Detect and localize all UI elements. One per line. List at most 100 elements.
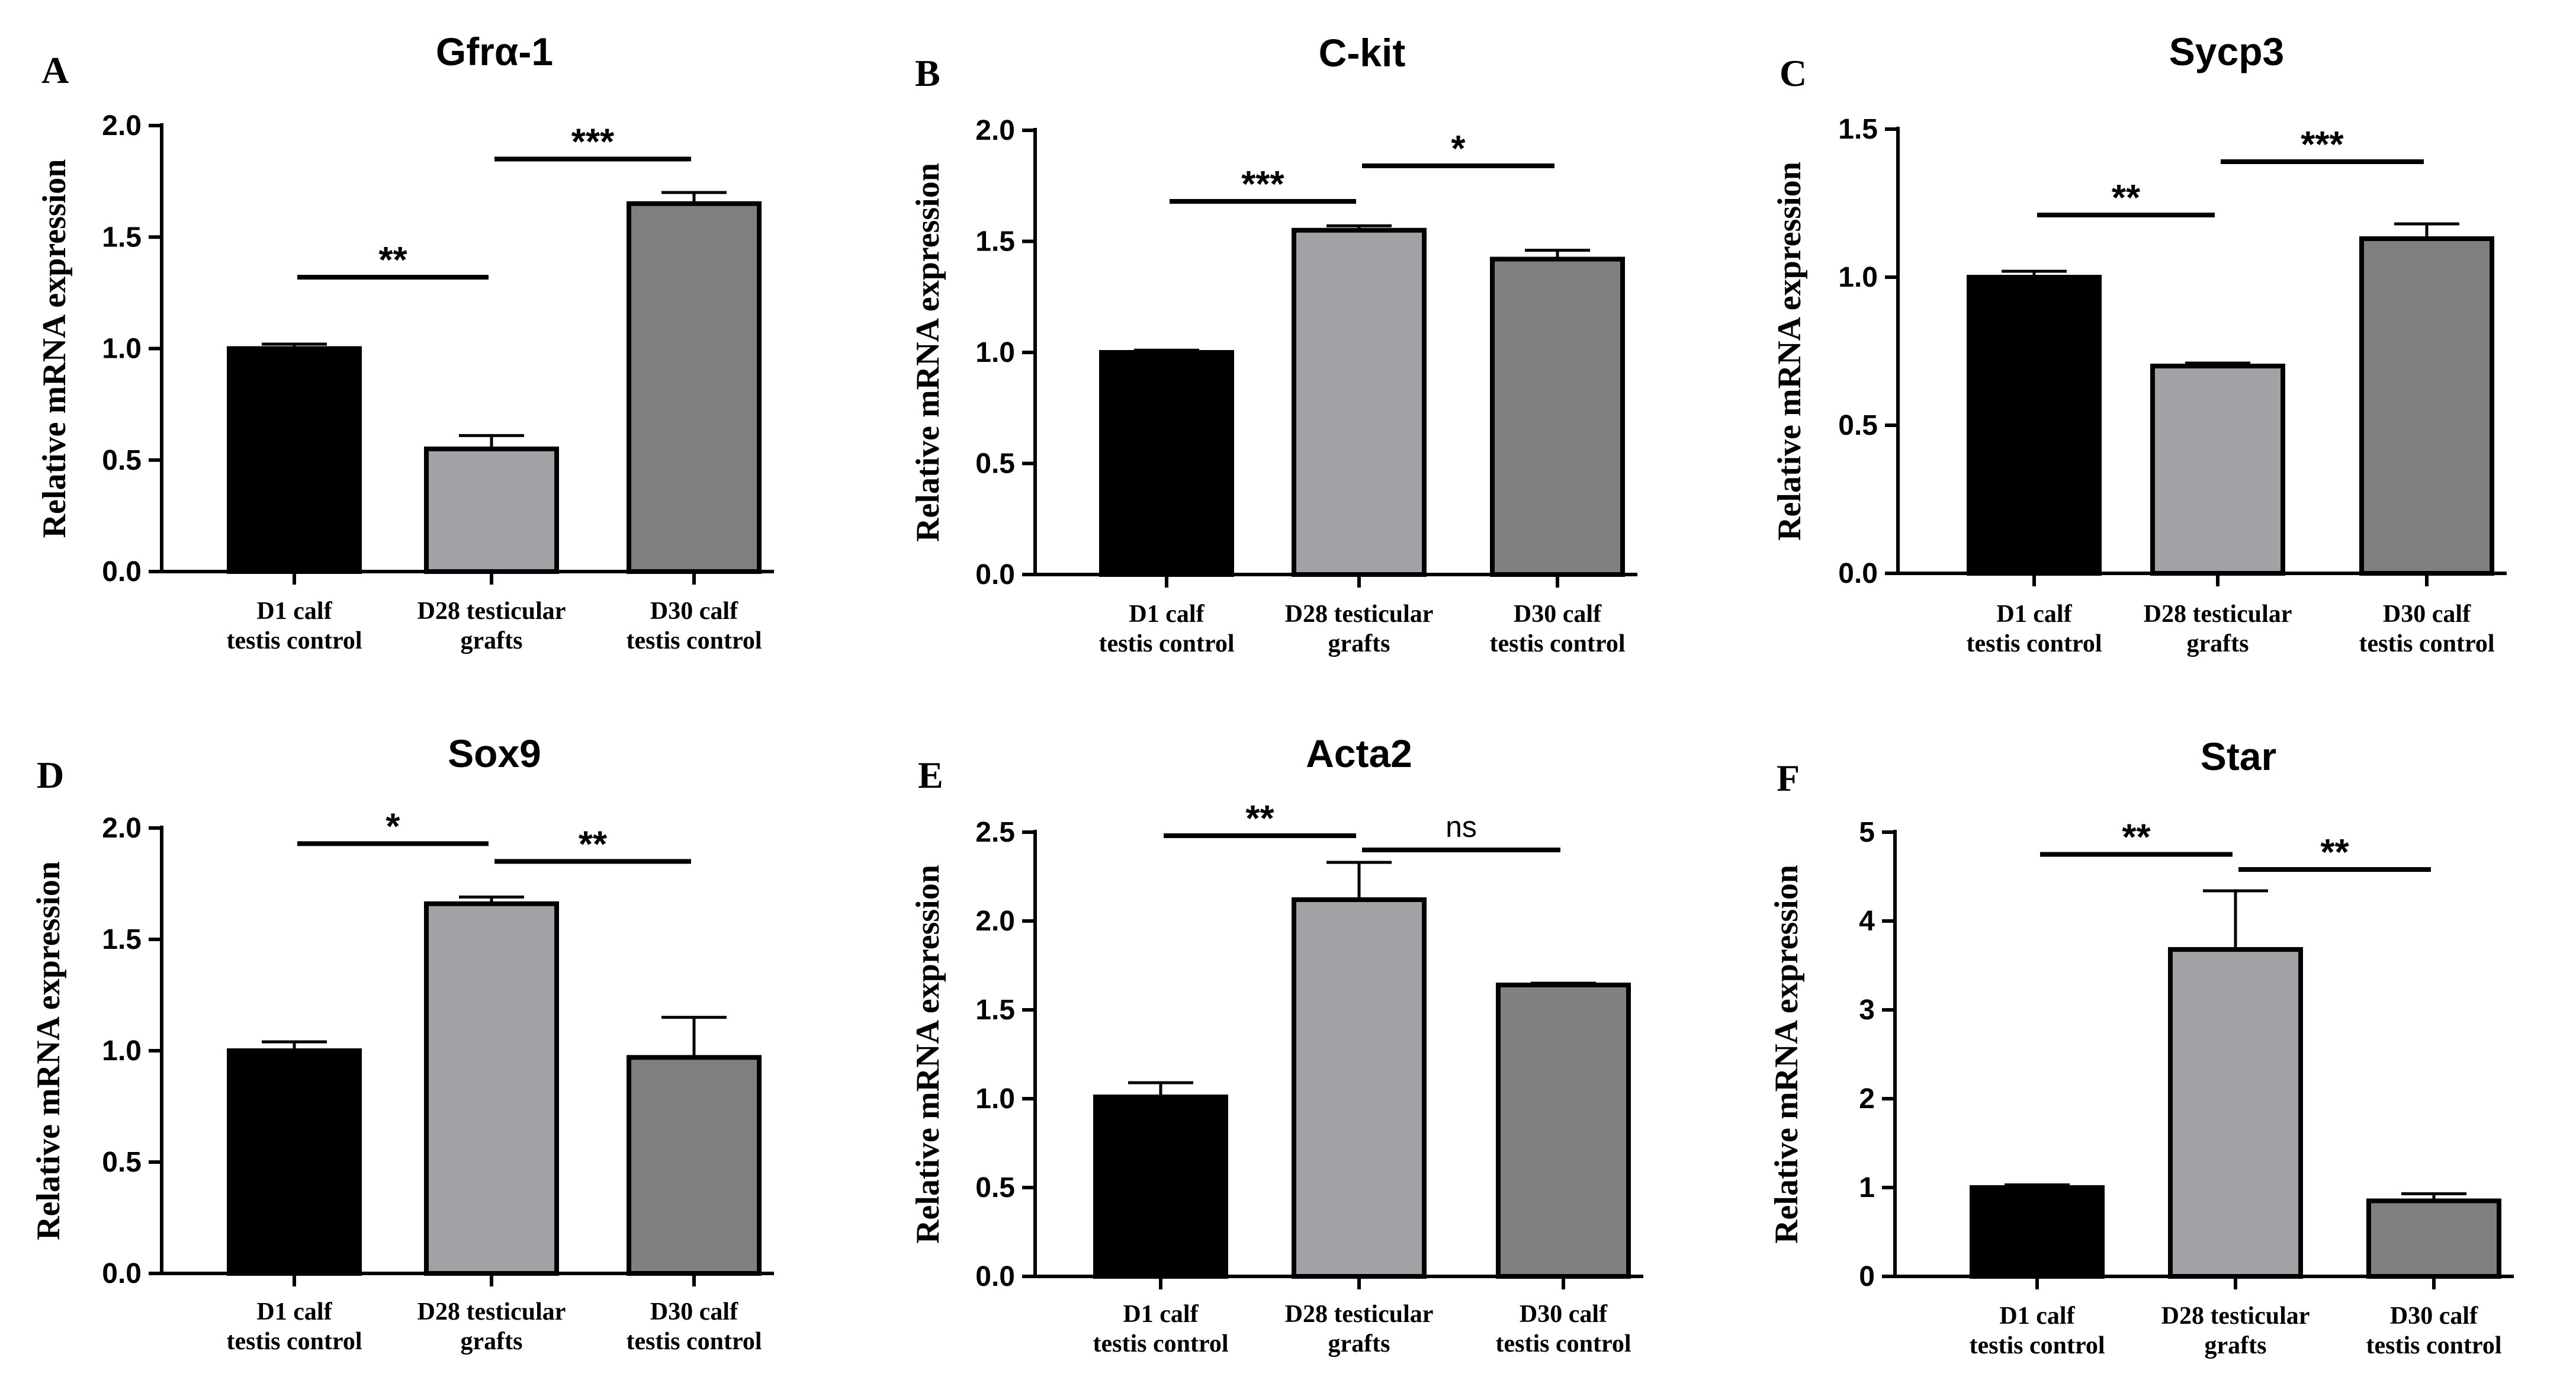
x-tick-label: grafts [1328, 1330, 1390, 1358]
bar [227, 1048, 362, 1276]
chart-panel-d: D Sox9 Relative mRNA expression 0.0 0.5 1.0 1.… [30, 731, 774, 1355]
y-tick-label: 1.0 [975, 1083, 1015, 1115]
bar [1099, 350, 1234, 577]
bar [1093, 1095, 1228, 1279]
x-tick-label: grafts [2187, 630, 2249, 657]
x-tick-label: testis control [1495, 1330, 1631, 1358]
bar [1496, 983, 1631, 1279]
x-tick-label: testis control [1489, 630, 1625, 657]
y-tick-label: 0.5 [1838, 410, 1878, 441]
x-tick-label: D28 testicular [1285, 601, 1434, 628]
panel-letter: A [41, 49, 69, 91]
significance-label: *** [2301, 124, 2344, 165]
x-tick-label: testis control [226, 627, 362, 654]
bar [627, 201, 762, 574]
y-tick-label: 1.5 [975, 226, 1015, 258]
y-tick-label: 1.0 [102, 333, 142, 365]
x-tick-label: D28 testicular [1285, 1301, 1434, 1328]
y-tick-label: 5 [1859, 817, 1875, 848]
significance-label: ** [378, 240, 407, 281]
x-tick-label: testis control [1969, 1332, 2105, 1359]
y-tick-label: 1.0 [1838, 262, 1878, 293]
significance-label: ** [579, 824, 608, 865]
x-tick-label: D30 calf [2390, 1302, 2478, 1330]
y-tick-label: 4 [1859, 906, 1875, 937]
x-tick-label: D28 testicular [2161, 1302, 2310, 1330]
x-tick-label: grafts [2205, 1332, 2267, 1359]
significance-label: *** [1241, 164, 1284, 205]
y-tick-label: 0.0 [1838, 558, 1878, 589]
y-axis-label: Relative mRNA expression [1768, 865, 1805, 1244]
panel-letter: C [1780, 52, 1807, 94]
y-tick-label: 1.0 [975, 337, 1015, 368]
x-tick-label: testis control [626, 1328, 762, 1355]
bar [627, 1055, 762, 1276]
y-tick-label: 0.5 [102, 445, 142, 476]
bar [424, 901, 559, 1276]
significance-label: ** [2320, 832, 2349, 873]
x-tick-label: grafts [1328, 630, 1390, 657]
x-tick-label: testis control [1099, 630, 1234, 657]
significance-label: ns [1446, 810, 1477, 843]
x-tick-label: D1 calf [1123, 1301, 1199, 1328]
x-tick-label: D30 calf [1514, 601, 1602, 628]
y-tick-label: 2.5 [975, 817, 1015, 848]
significance-label: * [1451, 129, 1466, 169]
x-tick-label: D28 testicular [417, 598, 566, 625]
y-tick-label: 2.0 [975, 906, 1015, 937]
y-tick-label: 1.5 [975, 994, 1015, 1026]
x-tick-label: D30 calf [2383, 601, 2471, 628]
y-tick-label: 0.0 [975, 1261, 1015, 1292]
bar [1967, 275, 2102, 576]
significance-label: ** [1245, 798, 1274, 839]
y-tick-label: 1.0 [102, 1035, 142, 1067]
bar [2366, 1198, 2501, 1279]
chart-title: Gfrα-1 [436, 30, 553, 73]
bar [227, 346, 362, 574]
x-tick-label: D1 calf [1996, 601, 2072, 628]
bar [2359, 236, 2494, 576]
x-tick-label: testis control [226, 1328, 362, 1355]
x-tick-label: D30 calf [1520, 1301, 1608, 1328]
x-tick-label: D1 calf [256, 598, 332, 625]
chart-panel-c: C Sycp3 Relative mRNA expression 0.0 0.5 1.0 1… [1771, 30, 2507, 657]
y-axis-label: Relative mRNA expression [910, 163, 946, 542]
chart-title: Sox9 [448, 731, 541, 775]
chart-panel-f: F Star Relative mRNA expression 0 1 2 3 4 5 D1 ca… [1768, 734, 2514, 1359]
x-tick-label: testis control [1966, 630, 2102, 657]
y-axis-label: Relative mRNA expression [30, 861, 67, 1240]
chart-title: Sycp3 [2169, 30, 2284, 73]
x-tick-label: testis control [2366, 1332, 2501, 1359]
chart-title: C-kit [1319, 31, 1406, 75]
panel-letter: D [37, 754, 64, 796]
chart-title: Acta2 [1306, 731, 1412, 775]
significance-label: ** [2112, 178, 2141, 219]
x-tick-label: testis control [1093, 1330, 1228, 1358]
bar [1970, 1185, 2105, 1279]
x-tick-label: testis control [2359, 630, 2494, 657]
y-tick-label: 1.5 [1838, 114, 1878, 145]
y-tick-label: 0.0 [102, 1258, 142, 1289]
y-tick-label: 1.5 [102, 222, 142, 253]
y-axis-label: Relative mRNA expression [1771, 162, 1808, 541]
y-tick-label: 2 [1859, 1083, 1875, 1115]
x-tick-label: testis control [626, 627, 762, 654]
bar [424, 446, 559, 574]
y-tick-label: 1 [1859, 1172, 1875, 1204]
x-tick-label: D1 calf [256, 1298, 332, 1326]
y-tick-label: 0.0 [975, 559, 1015, 591]
significance-label: *** [571, 121, 615, 162]
panel-letter: B [915, 52, 940, 94]
y-tick-label: 3 [1859, 994, 1875, 1026]
y-tick-label: 0.5 [975, 448, 1015, 480]
x-tick-label: grafts [461, 1328, 523, 1355]
x-tick-label: grafts [461, 627, 523, 654]
bar [1292, 897, 1427, 1279]
y-tick-label: 2.0 [102, 110, 142, 142]
y-axis-label: Relative mRNA expression [36, 159, 73, 538]
y-tick-label: 0.5 [975, 1172, 1015, 1204]
significance-label: * [386, 806, 400, 847]
bar [1292, 227, 1427, 577]
bar [1490, 256, 1625, 577]
